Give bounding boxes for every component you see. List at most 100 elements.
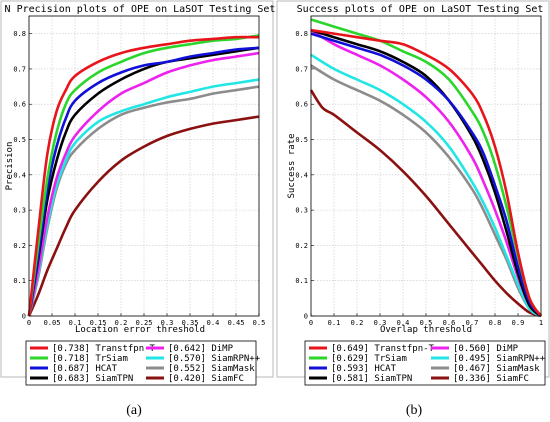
legend-item: [0.560] DiMP xyxy=(431,344,519,354)
series-line-siamtpn xyxy=(27,46,260,317)
x-tick-label: 0.3 xyxy=(374,319,387,327)
legend-item: [0.687] HCAT xyxy=(30,364,118,374)
x-tick-label: 0.4 xyxy=(207,319,220,327)
series-line-hcat xyxy=(27,46,260,317)
x-tick-label: 0.8 xyxy=(489,319,502,327)
legend-label: [0.649] Transtfpn-T xyxy=(331,344,435,354)
series-line-siamfc xyxy=(27,115,260,317)
y-tick-label: 0.3 xyxy=(295,207,308,215)
panel-frame xyxy=(276,0,550,378)
series-line-hcat xyxy=(310,32,543,317)
y-tick-label: 0.5 xyxy=(295,136,308,144)
legend-item: [0.649] Transtfpn-T xyxy=(309,344,435,354)
y-tick-label: 0.7 xyxy=(13,65,26,73)
x-tick-label: 0.5 xyxy=(420,319,433,327)
legend-box xyxy=(304,340,546,386)
x-tick-label: 0.6 xyxy=(443,319,456,327)
chart-title: Success plots of OPE on LaSOT Testing Se… xyxy=(297,4,544,15)
chart-title: N Precision plots of OPE on LaSOT Testin… xyxy=(5,4,276,15)
legend-label: [0.336] SiamFC xyxy=(453,374,529,384)
caption-a: (a) xyxy=(126,403,142,418)
y-tick-label: 0.2 xyxy=(295,242,308,250)
legend-item: [0.683] SiamTPN xyxy=(30,374,133,384)
legend-item: [0.420] SiamFC xyxy=(146,374,244,384)
x-tick-label: 0.2 xyxy=(115,319,128,327)
y-tick-label: 0.2 xyxy=(13,242,26,250)
y-tick-label: 0.8 xyxy=(13,30,26,38)
legend-label: [0.718] TrSiam xyxy=(52,354,128,364)
y-tick-label: 0.6 xyxy=(295,101,308,109)
legend-label: [0.683] SiamTPN xyxy=(52,374,133,384)
legend-label: [0.593] HCAT xyxy=(331,364,397,374)
x-tick-label: 0.1 xyxy=(328,319,341,327)
y-tick-label: 0.6 xyxy=(13,101,26,109)
x-tick-label: 0.4 xyxy=(397,319,410,327)
x-tick-label: 0.9 xyxy=(512,319,525,327)
y-axis-label: Success rate xyxy=(287,133,297,198)
x-tick-label: 0.25 xyxy=(136,319,153,327)
series-line-siamrpn- xyxy=(310,53,542,318)
x-axis-label: Location error threshold xyxy=(75,325,205,335)
y-ticks: 0 0.1 0.2 0.3 0.4 0.5 0.6 0.7 0.8 xyxy=(13,30,32,321)
legend-label: [0.570] SiamRPN++ xyxy=(168,354,261,364)
legend: [0.649] Transtfpn-T[0.629] TrSiam[0.593]… xyxy=(304,340,546,386)
legend-label: [0.629] TrSiam xyxy=(331,354,407,364)
x-tick-label: 0.2 xyxy=(351,319,364,327)
series-line-siamfc xyxy=(309,89,542,318)
y-tick-label: 0.5 xyxy=(13,136,26,144)
legend-label: [0.420] SiamFC xyxy=(168,374,244,384)
precision-panel: N Precision plots of OPE on LaSOT Testin… xyxy=(0,0,276,386)
series-lines xyxy=(27,34,260,317)
x-tick-label: 0 xyxy=(27,319,31,327)
series-line-transtfpn-t xyxy=(310,28,543,317)
x-tick-label: 0.1 xyxy=(69,319,82,327)
legend-item: [0.570] SiamRPN++ xyxy=(146,354,261,364)
y-axis-label: Precision xyxy=(5,142,15,191)
legend-item: [0.593] HCAT xyxy=(309,364,397,374)
legend-box xyxy=(25,340,257,386)
x-axis-label: Overlap threshold xyxy=(380,325,472,335)
plot-frame xyxy=(310,15,542,317)
legend-item: [0.495] SiamRPN++ xyxy=(431,354,546,364)
x-tick-label: 0.35 xyxy=(182,319,199,327)
x-tick-label: 0.15 xyxy=(90,319,107,327)
x-ticks: 0 0.05 0.1 0.15 0.2 0.25 0.3 0.35 0.4 0.45 0.5 xyxy=(27,313,265,327)
legend: [0.738] Transtfpn-T[0.718] TrSiam[0.687]… xyxy=(25,340,261,386)
x-ticks: 0 0.1 0.2 0.3 0.4 0.5 0.6 0.7 0.8 0.9 1 xyxy=(309,313,543,327)
legend-item: [0.629] TrSiam xyxy=(309,354,407,364)
x-tick-label: 0 xyxy=(309,319,313,327)
legend-item: [0.738] Transtfpn-T xyxy=(30,344,156,354)
legend-label: [0.581] SiamTPN xyxy=(331,374,412,384)
y-tick-label: 0.1 xyxy=(295,277,308,285)
x-tick-label: 1 xyxy=(539,319,543,327)
plot-frame xyxy=(28,15,260,317)
legend-label: [0.495] SiamRPN++ xyxy=(453,354,546,364)
legend-item: [0.718] TrSiam xyxy=(30,354,128,364)
legend-item: [0.336] SiamFC xyxy=(431,374,529,384)
series-line-trsiam xyxy=(27,34,260,317)
y-tick-label: 0.3 xyxy=(13,207,26,215)
series-line-dimp xyxy=(27,51,260,317)
y-tick-label: 0.4 xyxy=(295,171,308,179)
x-tick-label: 0.05 xyxy=(44,319,61,327)
y-tick-label: 0.8 xyxy=(295,30,308,38)
series-line-transtfpn-t xyxy=(27,35,260,317)
legend-label: [0.738] Transtfpn-T xyxy=(52,344,156,354)
x-tick-label: 0.3 xyxy=(161,319,174,327)
y-tick-label: 0.4 xyxy=(13,171,26,179)
legend-label: [0.687] HCAT xyxy=(52,364,118,374)
x-tick-label: 0.7 xyxy=(466,319,479,327)
legend-label: [0.560] DiMP xyxy=(453,344,519,354)
legend-item: [0.581] SiamTPN xyxy=(309,374,412,384)
y-tick-label: 0.1 xyxy=(13,277,26,285)
legend-item: [0.467] SiamMask xyxy=(431,364,540,374)
legend-label: [0.552] SiamMask xyxy=(168,364,255,374)
y-tick-label: 0 xyxy=(22,313,26,321)
legend-item: [0.642] DiMP xyxy=(146,344,234,354)
legend-label: [0.642] DiMP xyxy=(168,344,234,354)
legend-label: [0.467] SiamMask xyxy=(453,364,540,374)
series-line-siammask xyxy=(310,64,542,318)
x-tick-label: 0.5 xyxy=(253,319,266,327)
series-line-siamrpn- xyxy=(27,78,260,317)
